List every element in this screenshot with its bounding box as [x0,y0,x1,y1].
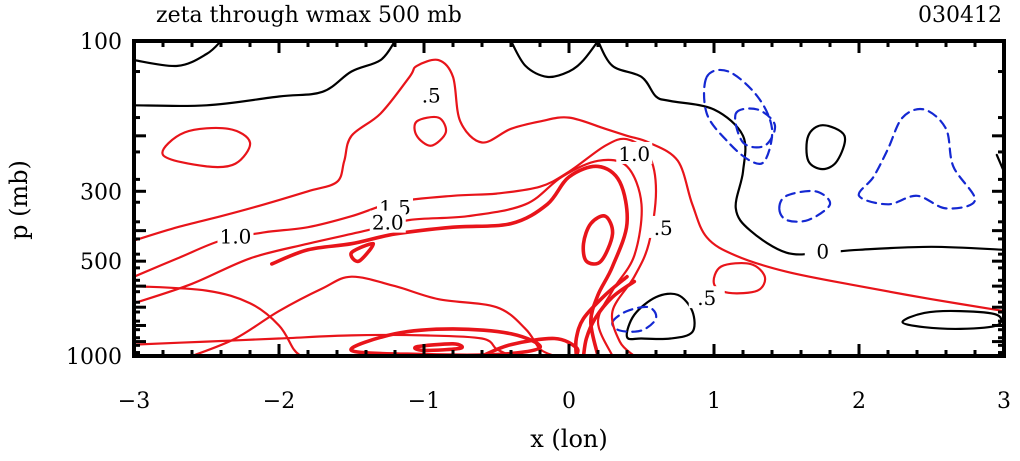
contour-line-0p5 [134,333,513,356]
contour-line-2p5 [480,336,580,356]
contour-line-2p5 [581,214,615,266]
x-tick-label: 2 [852,389,866,414]
contour-line-0 [509,41,600,79]
contour-label-bg [369,210,406,233]
y-axis-label: p (mb) [5,160,33,240]
contour-line-0p5 [134,58,1004,313]
x-tick-label: 3 [997,389,1011,414]
contour-label: .5 [654,216,673,240]
axis-ticks [132,39,1006,358]
contour-label: 1.0 [618,142,650,166]
y-tick-labels: 100 300 500 1000 [66,30,122,370]
x-tick-label: −3 [118,389,150,414]
contour-label-bg [413,83,450,106]
contour-line-1 [190,275,556,356]
contour-line-0p5 [413,115,448,147]
contour-label: 1.0 [220,224,252,248]
contour-label-bg [804,239,841,262]
x-tick-label: 1 [707,389,721,414]
contour-label: 0 [816,240,829,264]
contour-lines [134,41,1004,356]
x-tick-labels: −3 −2 −1 0 1 2 3 [118,389,1011,414]
contour-label-bg [616,141,653,164]
contour-line-0 [134,41,397,108]
contour-line-0p5 [712,262,767,295]
contour-line-1p5 [134,158,643,356]
contour-line-neg0p5 [702,68,774,166]
contour-line-0 [901,309,1003,331]
contour-line-1 [134,137,658,356]
contour-label: 2.0 [372,211,404,235]
contour-line-0 [134,41,223,68]
contour-label-bg [217,224,254,247]
contour-line-neg0p5 [611,305,658,333]
contour-line-2 [270,164,630,356]
contour-line-0 [805,124,847,171]
contour-line-2 [349,241,376,264]
contour-line-2p5 [413,341,465,353]
contour-line-3 [581,279,637,356]
contour-label: .5 [697,286,716,310]
contour-labels: .51.01.52.01.0.50.5 [217,83,841,310]
y-tick-label: 1000 [66,345,122,370]
chart-title: zeta through wmax 500 mb [156,3,462,28]
y-tick-label: 500 [80,250,122,275]
contour-label: .5 [422,83,441,107]
date-label: 030412 [918,3,1002,28]
contour-line-neg0p5 [857,107,977,210]
plot-frame [132,39,1006,358]
contour-line-3 [573,274,629,356]
y-tick-label: 300 [80,180,122,205]
x-axis-label: x (lon) [530,425,607,453]
x-tick-label: −2 [263,389,295,414]
x-tick-label: 0 [562,389,576,414]
contour-line-0p5 [134,285,302,356]
contour-line-0 [596,41,1004,256]
contour-label-bg [688,286,725,309]
contour-label-bg [645,215,682,238]
contour-line-0p5 [161,126,252,169]
x-tick-label: −1 [408,389,440,414]
contour-line-neg1 [734,107,777,149]
contour-line-0 [625,292,696,341]
y-tick-label: 100 [80,30,122,55]
contour-line-neg0p5 [778,189,832,223]
